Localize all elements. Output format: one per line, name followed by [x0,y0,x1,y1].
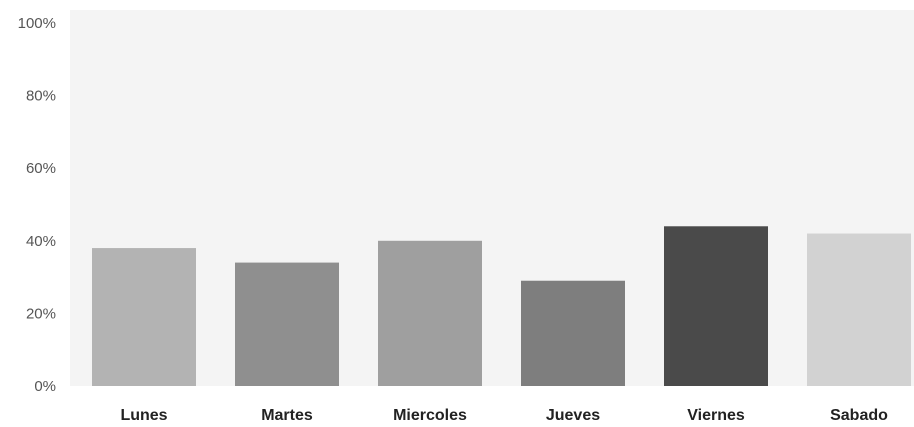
bar-viernes [664,226,768,386]
x-axis: Lunes Martes Miercoles Jueves Viernes Sabado [120,407,888,424]
y-tick-label: 40% [26,233,56,250]
y-axis: 0% 20% 40% 60% 80% 100% [18,15,56,395]
bar-miercoles [378,240,482,386]
y-tick-label: 100% [18,15,56,32]
x-tick-label: Lunes [120,407,167,424]
y-tick-label: 20% [26,305,56,322]
x-tick-label: Martes [261,407,313,424]
bar-lunes [92,248,196,386]
plot-background [70,10,914,386]
bar-jueves [521,280,625,386]
bar-sabado [807,233,911,386]
y-tick-label: 80% [26,88,56,105]
y-tick-label: 60% [26,160,56,177]
bar-martes [235,262,339,386]
x-tick-label: Jueves [546,407,600,424]
x-tick-label: Viernes [687,407,745,424]
x-tick-label: Sabado [830,407,888,424]
bar-series [92,226,911,386]
x-tick-label: Miercoles [393,407,467,424]
y-tick-label: 0% [34,378,56,395]
